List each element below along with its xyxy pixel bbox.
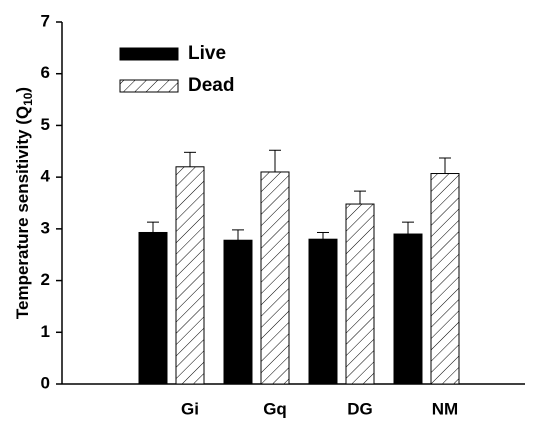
x-tick-label: Gi xyxy=(181,399,199,418)
y-tick-label: 2 xyxy=(41,270,50,289)
y-tick-label: 4 xyxy=(41,167,51,186)
legend-swatch xyxy=(119,79,179,93)
legend-swatch xyxy=(119,47,179,61)
bar xyxy=(138,231,168,385)
bar xyxy=(260,171,290,385)
legend-label: Live xyxy=(188,43,226,64)
bar xyxy=(175,166,205,385)
bar xyxy=(223,239,253,385)
y-tick-label: 0 xyxy=(41,373,50,392)
x-tick-label: NM xyxy=(432,399,458,418)
x-tick-label: DG xyxy=(347,399,373,418)
bar xyxy=(308,238,338,385)
bar xyxy=(345,203,375,385)
legend-label: Dead xyxy=(188,75,234,96)
y-tick-label: 1 xyxy=(41,322,50,341)
y-tick-label: 3 xyxy=(41,218,50,237)
y-tick-label: 5 xyxy=(41,115,50,134)
bar xyxy=(393,233,423,385)
y-tick-label: 6 xyxy=(41,63,50,82)
y-tick-label: 7 xyxy=(41,11,50,30)
bar xyxy=(430,173,460,385)
y-axis-label: Temperature sensitivity (Q10) xyxy=(13,87,35,319)
x-tick-label: Gq xyxy=(263,399,287,418)
